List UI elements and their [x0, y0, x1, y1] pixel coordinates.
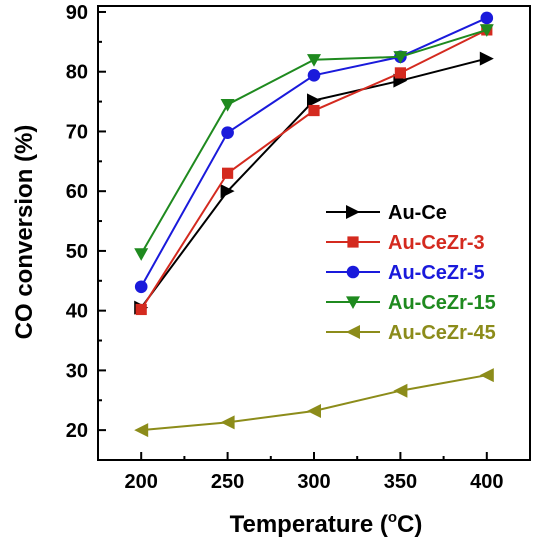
y-tick-label: 90: [66, 2, 88, 24]
x-tick-label: 200: [125, 471, 158, 493]
data-point: [393, 51, 408, 64]
data-point: [479, 51, 494, 66]
legend-marker: [346, 296, 360, 309]
data-point: [307, 93, 321, 108]
data-point: [134, 423, 149, 438]
legend-item: Au-Ce: [326, 202, 447, 224]
data-point: [220, 184, 235, 199]
data-point: [479, 24, 494, 37]
x-axis-title-degree: o: [388, 509, 397, 526]
y-tick-label: 60: [66, 181, 88, 203]
y-tick-label: 20: [66, 420, 88, 442]
y-tick-label: 70: [66, 121, 88, 143]
x-tick-label: 250: [211, 471, 244, 493]
legend-label: Au-CeZr-3: [388, 232, 485, 254]
data-point: [479, 368, 494, 383]
y-tick-label: 80: [66, 62, 88, 84]
series-au-cezr-5: [134, 11, 494, 294]
legend-label: Au-CeZr-5: [388, 262, 485, 284]
legend-item: Au-CeZr-45: [326, 322, 496, 344]
y-tick-label: 40: [66, 301, 88, 323]
data-point: [220, 98, 235, 112]
data-point: [134, 248, 149, 261]
legend-label: Au-CeZr-15: [388, 292, 496, 314]
legend-item: Au-CeZr-3: [326, 232, 485, 254]
y-tick-label: 50: [66, 241, 88, 263]
x-axis-title-unit: C): [397, 511, 422, 538]
series-au-cezr-15: [134, 24, 494, 261]
legend-marker: [346, 205, 360, 219]
data-point: [394, 67, 406, 79]
legend-item: Au-CeZr-5: [326, 262, 485, 284]
y-tick-label: 30: [66, 360, 88, 382]
data-point: [307, 54, 321, 67]
data-point: [308, 104, 320, 117]
legend-marker: [347, 236, 359, 248]
series-line: [141, 374, 487, 432]
data-point: [393, 383, 408, 398]
legend-marker: [346, 325, 360, 339]
series-au-cezr-45: [134, 368, 494, 438]
data-point: [480, 11, 494, 25]
legend-label: Au-Ce: [388, 202, 447, 224]
x-axis-title: Temperature (oC): [230, 509, 423, 538]
data-point: [222, 167, 234, 179]
x-tick-label: 400: [470, 471, 503, 493]
data-point: [307, 404, 321, 419]
legend: Au-Ce Au-CeZr-3 Au-CeZr-5 Au-CeZr-15 Au-CeZr…: [326, 202, 496, 344]
axes: 200 250 300 350 400 20 30 40 50 60 70 80 90: [66, 2, 531, 493]
legend-item: Au-CeZr-15: [326, 292, 496, 314]
x-tick-label: 300: [297, 471, 330, 493]
legend-marker: [346, 265, 360, 279]
series-layer: [134, 11, 494, 438]
data-point: [134, 280, 148, 294]
data-point: [307, 68, 321, 82]
data-point: [220, 415, 235, 430]
x-axis-title-main: Temperature (: [230, 511, 388, 538]
legend-label: Au-CeZr-45: [388, 322, 496, 344]
x-tick-label: 350: [384, 471, 417, 493]
data-point: [135, 303, 147, 316]
y-axis-title: CO conversion (%): [11, 125, 38, 340]
data-point: [221, 126, 234, 139]
